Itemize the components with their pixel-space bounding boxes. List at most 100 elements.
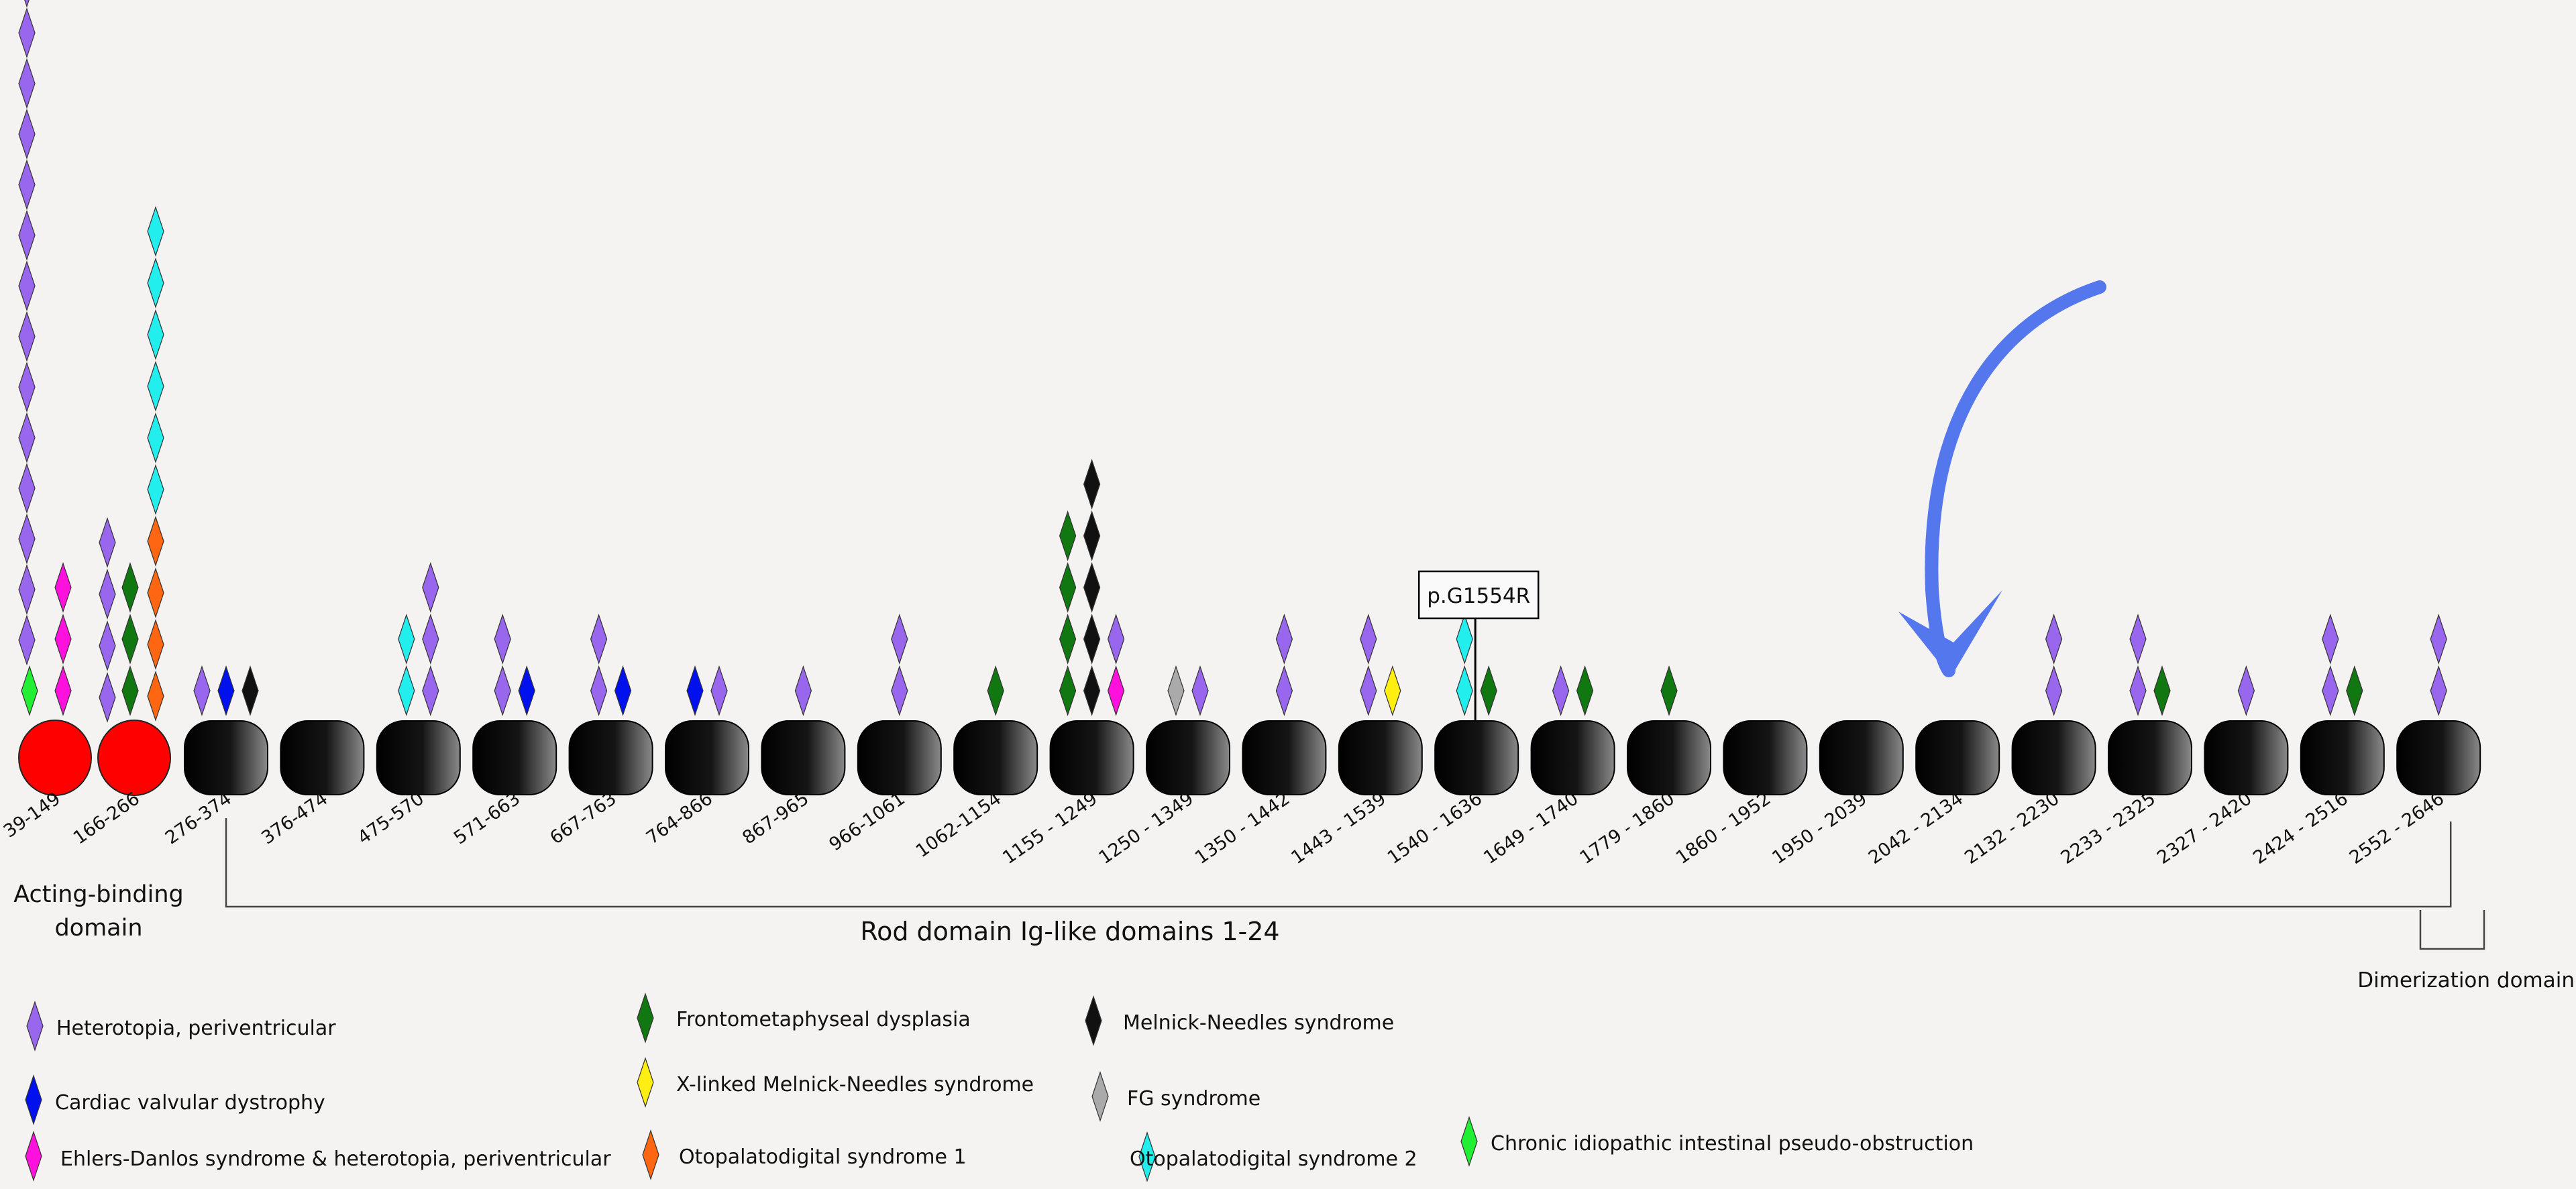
fg-legend-icon — [1091, 1071, 1109, 1122]
heterotopia-marker — [2430, 614, 2447, 665]
legend-label-opd1: Otopalatodigital syndrome 1 — [679, 1145, 967, 1169]
ehlers-marker — [54, 665, 72, 716]
heterotopia-marker — [494, 665, 511, 716]
mns-marker — [1083, 562, 1101, 613]
ig-like-domain — [2011, 720, 2096, 795]
mns-marker — [1083, 614, 1101, 665]
mns-marker — [1083, 665, 1101, 716]
heterotopia-marker — [891, 665, 908, 716]
heterotopia-marker — [1360, 665, 1377, 716]
domain-range-label: 867-965 — [739, 788, 812, 848]
ehlers-marker — [54, 562, 72, 613]
fmd-marker — [121, 614, 139, 665]
ig-like-domain — [472, 720, 557, 795]
fmd-marker — [1660, 665, 1678, 716]
ehlers-legend-icon — [25, 1131, 42, 1182]
heterotopia-marker — [18, 564, 36, 615]
heterotopia-marker — [18, 463, 36, 514]
opd2-marker — [147, 258, 164, 308]
opd2-marker — [147, 464, 164, 515]
fmd-marker — [1059, 510, 1077, 561]
opd2-marker — [147, 361, 164, 412]
actin-binding-domain — [18, 720, 92, 796]
heterotopia-marker — [99, 620, 116, 671]
opd1-marker — [147, 619, 164, 670]
domain-range-label: 2042 - 2134 — [1865, 788, 1967, 868]
domain-range-label: 376-474 — [258, 788, 331, 848]
ig-like-domain — [1146, 720, 1230, 795]
legend-label-mns: Melnick-Needles syndrome — [1123, 1011, 1394, 1035]
mns-marker — [241, 665, 259, 716]
domain-range-label: 2552 - 2646 — [2346, 788, 2448, 868]
cardiac-marker — [217, 665, 235, 716]
opd2-marker — [147, 309, 164, 360]
ig-like-domain — [953, 720, 1038, 795]
domain-brackets — [225, 818, 2485, 950]
xmnn-legend-icon — [637, 1057, 654, 1108]
heterotopia-marker — [2045, 665, 2063, 716]
ig-like-domain — [280, 720, 365, 795]
ig-like-domain — [1627, 720, 1711, 795]
heterotopia-marker — [18, 209, 36, 261]
ig-like-domain — [1049, 720, 1134, 795]
ig-like-domain — [1530, 720, 1615, 795]
heterotopia-marker — [422, 665, 439, 716]
mns-marker — [1083, 459, 1101, 510]
ig-like-domain — [665, 720, 749, 795]
domain-range-label: 2132 - 2230 — [1961, 788, 2063, 868]
opd2-marker — [398, 665, 415, 716]
heterotopia-marker — [18, 310, 36, 362]
cardiac-marker — [686, 665, 704, 716]
heterotopia-marker — [18, 109, 36, 160]
domain-range-label: 1155 - 1249 — [999, 788, 1101, 868]
domain-range-label: 1062-1154 — [912, 788, 1005, 862]
opd1-marker — [147, 516, 164, 567]
cipo-legend-icon — [1460, 1116, 1478, 1167]
heterotopia-marker — [18, 58, 36, 109]
fmd-marker — [2346, 665, 2363, 716]
variant-markers — [18, 0, 2447, 723]
domain-range-label: 1649 - 1740 — [1480, 788, 1582, 868]
opd1-legend-icon — [642, 1129, 659, 1180]
cardiac-marker — [518, 665, 535, 716]
legend-label-heterotopia: Heterotopia, periventricular — [56, 1017, 336, 1040]
heterotopia-marker — [99, 517, 116, 568]
heterotopia-marker — [193, 665, 211, 716]
legend-label-opd2: Otopalatodigital syndrome 2 — [1130, 1147, 1417, 1171]
ig-like-domain — [1434, 720, 1519, 795]
opd2-marker — [1456, 665, 1473, 716]
fmd-marker — [121, 665, 139, 716]
dimerization-label: Dimerization domain — [2357, 968, 2575, 993]
heterotopia-marker — [422, 562, 439, 613]
domain-row — [18, 720, 2481, 796]
ig-like-domain — [2108, 720, 2192, 795]
actin-binding-domain — [97, 720, 171, 796]
fmd-marker — [987, 665, 1004, 716]
domain-range-label: 2233 - 2325 — [2057, 788, 2159, 868]
heterotopia-marker — [590, 665, 608, 716]
fmd-marker — [1059, 562, 1077, 613]
rod-domain-label: Rod domain Ig-like domains 1-24 — [860, 917, 1279, 946]
actin-binding-label: domain — [54, 915, 142, 942]
domain-range-label: 166-266 — [70, 788, 144, 848]
fmd-marker — [1480, 665, 1497, 716]
ig-like-domain — [1723, 720, 1808, 795]
cardiac-marker — [614, 665, 632, 716]
legend-label-cardiac: Cardiac valvular dystrophy — [55, 1091, 325, 1115]
opd2-marker — [147, 206, 164, 257]
domain-range-label: 2327 - 2420 — [2153, 788, 2255, 868]
fmd-marker — [1059, 614, 1077, 665]
fmd-legend-icon — [637, 993, 654, 1043]
heterotopia-marker — [891, 614, 908, 665]
heterotopia-marker — [18, 361, 36, 413]
fmd-marker — [1576, 665, 1594, 716]
heterotopia-marker — [1552, 665, 1570, 716]
fmd-marker — [121, 562, 139, 613]
ig-like-domain — [568, 720, 653, 795]
opd2-marker — [147, 412, 164, 463]
heterotopia-marker — [590, 614, 608, 665]
heterotopia-marker — [18, 513, 36, 565]
heterotopia-marker — [422, 614, 439, 665]
ehlers-marker — [54, 614, 72, 665]
